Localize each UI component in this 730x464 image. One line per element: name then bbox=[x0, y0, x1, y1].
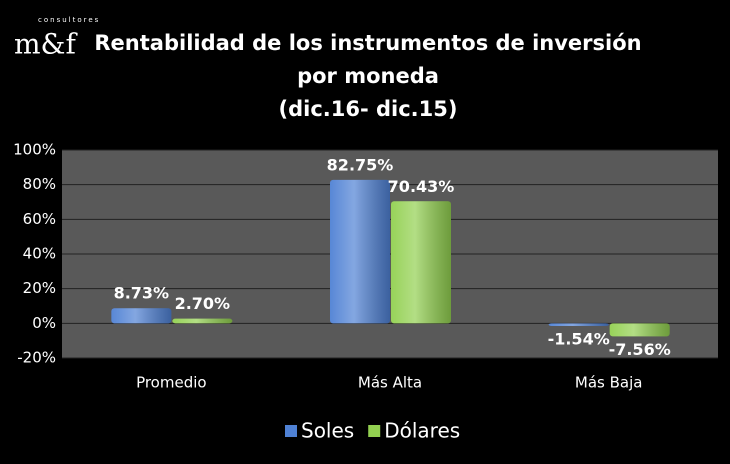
data-label: 82.75% bbox=[327, 155, 394, 174]
bar-shine bbox=[391, 201, 451, 324]
y-tick-label: 0% bbox=[32, 314, 56, 332]
chart-title: por moneda bbox=[297, 64, 439, 88]
x-tick-label: Más Alta bbox=[358, 374, 422, 392]
legend-label: Dólares bbox=[384, 419, 460, 443]
legend-label: Soles bbox=[301, 419, 354, 443]
y-tick-label: 20% bbox=[23, 279, 56, 297]
legend-swatch bbox=[285, 425, 297, 437]
y-tick-label: 40% bbox=[23, 245, 56, 263]
legend-swatch bbox=[368, 425, 381, 437]
bar-shine bbox=[548, 323, 609, 327]
data-label: -7.56% bbox=[609, 340, 671, 359]
y-tick-label: 100% bbox=[13, 141, 56, 159]
chart-title: (dic.16- dic.15) bbox=[279, 97, 458, 121]
x-tick-label: Promedio bbox=[136, 374, 207, 392]
data-label: -1.54% bbox=[548, 330, 610, 349]
logo-tagline: consultores bbox=[38, 16, 100, 24]
chart-title: Rentabilidad de los instrumentos de inve… bbox=[94, 31, 641, 55]
x-tick-label: Más Baja bbox=[575, 374, 643, 392]
logo-mark: m&f bbox=[14, 28, 78, 61]
bar-shine bbox=[330, 179, 390, 324]
data-label: 8.73% bbox=[114, 284, 170, 303]
bar-shine bbox=[111, 308, 172, 324]
data-label: 2.70% bbox=[175, 294, 231, 313]
y-tick-label: 80% bbox=[23, 175, 56, 193]
y-tick-label: -20% bbox=[17, 349, 56, 367]
data-label: 70.43% bbox=[388, 177, 455, 196]
bar-shine bbox=[172, 318, 233, 324]
bar-shine bbox=[609, 323, 670, 337]
y-tick-label: 60% bbox=[23, 210, 56, 228]
